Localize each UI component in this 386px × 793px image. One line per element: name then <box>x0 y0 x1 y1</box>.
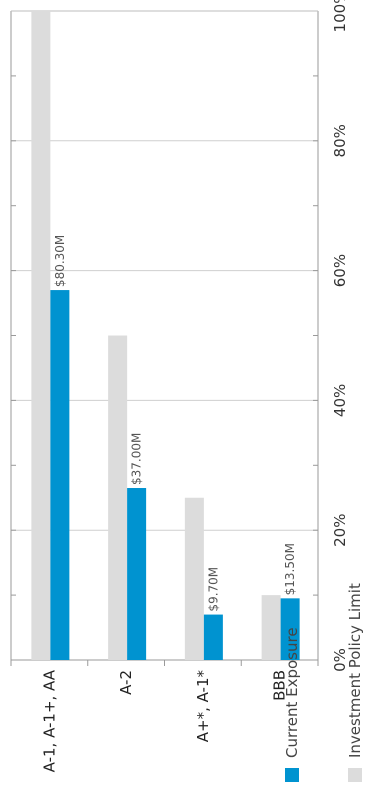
policy-limit-bar <box>31 11 51 660</box>
current-exposure-bar <box>127 488 147 660</box>
category-label: A-2 <box>117 670 135 695</box>
current-exposure-bar <box>280 598 300 660</box>
value-tick-label: 20% <box>331 514 349 547</box>
data-label: $37.00M <box>130 433 144 485</box>
value-tick-label: 80% <box>331 124 349 157</box>
legend-swatch-policy-limit <box>348 768 362 782</box>
legend-swatch-current-exposure <box>285 768 299 782</box>
value-tick-label: 0% <box>331 648 349 672</box>
value-tick-label: 40% <box>331 384 349 417</box>
category-label: A-1, A-1+, AA <box>40 669 58 772</box>
plot-area <box>10 10 319 666</box>
category-label: BBB <box>271 670 289 701</box>
data-label: $9.70M <box>206 567 220 612</box>
value-tick-label: 100% <box>331 0 349 32</box>
value-tick-label: 60% <box>331 254 349 287</box>
legend: Current Exposure Investment Policy Limit <box>283 583 364 782</box>
chart-labels: 0% 20% 40% 60% 80% 100% $80.30M A-1, A-1+, AA $3… <box>40 0 349 772</box>
data-label: $80.30M <box>53 235 67 287</box>
policy-limit-bar <box>108 335 128 660</box>
legend-label-current-exposure: Current Exposure <box>283 627 301 758</box>
legend-label-policy-limit: Investment Policy Limit <box>346 583 364 758</box>
policy-limit-bar <box>184 497 204 660</box>
data-label: $13.50M <box>283 543 297 595</box>
policy-limit-bar <box>261 595 281 660</box>
current-exposure-bar <box>203 614 223 660</box>
category-label: A+*, A-1* <box>194 670 212 743</box>
current-exposure-bar <box>50 290 70 660</box>
bar-marks <box>31 11 300 660</box>
